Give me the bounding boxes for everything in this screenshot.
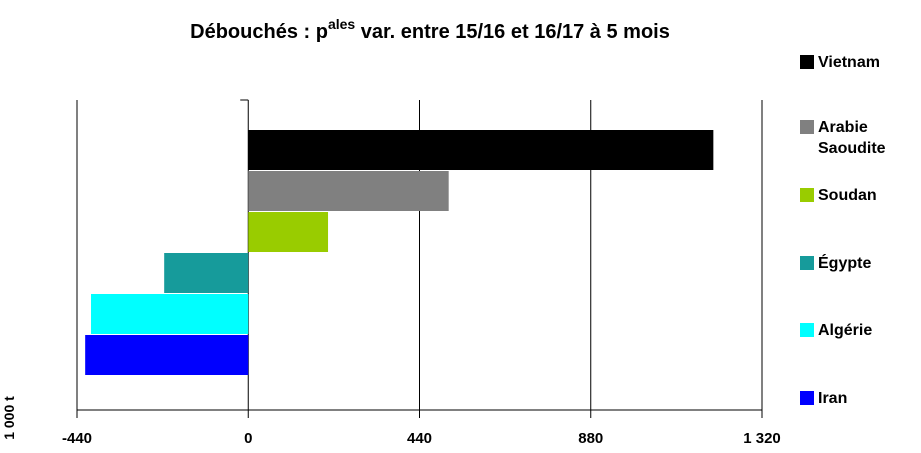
bar xyxy=(248,171,449,211)
legend-swatch xyxy=(800,55,814,69)
legend-swatch xyxy=(800,188,814,202)
bar xyxy=(164,253,249,293)
legend-label: Égypte xyxy=(818,255,872,272)
x-tick-label: 1 320 xyxy=(743,430,781,447)
legend-item: Iran xyxy=(800,388,910,409)
legend-item: Soudan xyxy=(800,185,910,206)
bar xyxy=(248,130,714,170)
legend-swatch xyxy=(800,256,814,270)
x-tick-label: 440 xyxy=(407,430,432,447)
legend-label: Iran xyxy=(818,390,848,407)
legend-swatch xyxy=(800,120,814,134)
x-tick-label: 880 xyxy=(578,430,603,447)
title-part: var. entre 15/16 et 16/17 à 5 mois xyxy=(355,21,670,43)
legend-swatch xyxy=(800,323,814,337)
x-tick-label: -440 xyxy=(62,430,92,447)
legend-item: Arabie Saoudite xyxy=(800,117,910,159)
legend-label: Soudan xyxy=(818,187,877,204)
title-part: Débouchés : p xyxy=(190,21,328,43)
legend-item: Vietnam xyxy=(800,52,910,73)
bar xyxy=(85,335,249,375)
axis-unit: 1 000 t xyxy=(1,396,17,440)
legend-item: Égypte xyxy=(800,253,910,274)
bar xyxy=(248,212,329,252)
chart-title: Débouchés : pales var. entre 15/16 et 16… xyxy=(190,16,670,43)
legend-label: Arabie Saoudite xyxy=(818,119,886,157)
legend-label: Algérie xyxy=(818,322,873,339)
legend-label: Vietnam xyxy=(818,54,880,71)
legend-swatch xyxy=(800,391,814,405)
x-tick-label: 0 xyxy=(244,430,252,447)
bar xyxy=(91,294,249,334)
legend-item: Algérie xyxy=(800,320,910,341)
title-superscript: ales xyxy=(328,16,355,32)
